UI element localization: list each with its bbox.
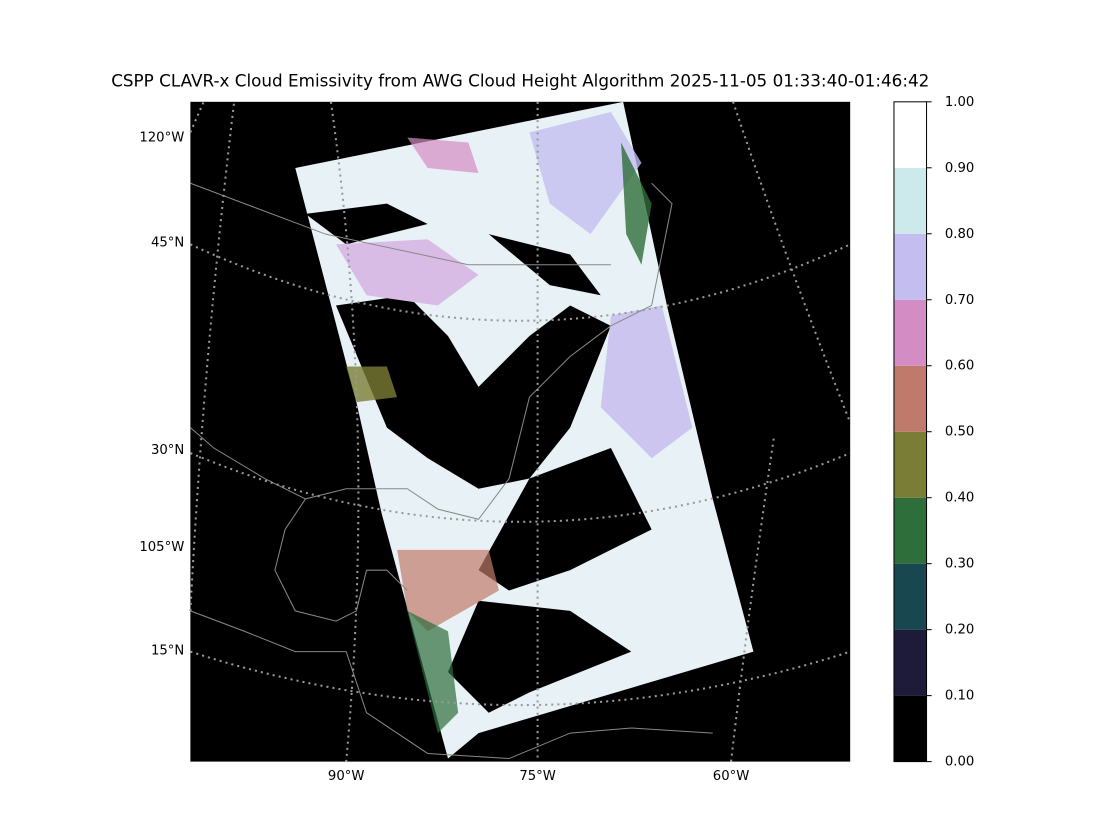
colorbar-tick-label: 0.90 [945, 161, 974, 176]
lon-label: 75°W [519, 769, 556, 784]
colorbar-segment [893, 233, 927, 300]
lat-lon-label: 30°N [151, 443, 184, 458]
swath-clear [478, 448, 652, 591]
lat-lon-label: 120°W [139, 130, 184, 145]
coastlines [190, 182, 713, 760]
colorbar-tick-label: 0.60 [945, 359, 974, 374]
title: CSPP CLAVR-x Cloud Emissivity from AWG C… [111, 70, 929, 90]
meridian [329, 101, 360, 762]
map-labels: 120°W 45°N 30°N 105°W 15°N 90°W 75°W 60°W [139, 130, 749, 783]
swath-cloud [346, 366, 398, 403]
lat-lon-label: 45°N [151, 235, 184, 250]
parallel [189, 243, 851, 322]
colorbar-segment [893, 497, 927, 564]
coast [274, 498, 408, 622]
colorbar-segment [893, 695, 927, 762]
colorbar-tick-label: 0.40 [945, 491, 974, 506]
meridian [189, 101, 236, 611]
lat-lon-label: 105°W [139, 540, 184, 555]
colorbar-tick-label: 0.30 [945, 557, 974, 572]
colorbar-segment [893, 629, 927, 696]
colorbar-segment [893, 299, 927, 366]
swath-clear [336, 295, 611, 489]
coast [190, 610, 713, 760]
colorbar-segment [893, 167, 927, 234]
map: 120°W 45°N 30°N 105°W 15°N 90°W 75°W 60°W [139, 101, 852, 784]
swath-cloud [336, 239, 479, 306]
colorbar-tick-label: 0.80 [945, 227, 974, 242]
lon-label: 90°W [328, 769, 365, 784]
colorbar-tick-label: 1.00 [945, 95, 974, 110]
colorbar-tick-label: 0.00 [945, 755, 974, 770]
colorbar: 0.00 0.10 0.20 0.30 0.40 0.50 0.60 0.70 0.80 0.90… [893, 95, 974, 770]
swath-cloud [407, 610, 459, 734]
graticule [189, 101, 852, 762]
meridian [732, 101, 852, 423]
coast [190, 182, 673, 520]
lon-label: 60°W [713, 769, 750, 784]
swath-cloud [407, 137, 479, 174]
swath-cloud [600, 305, 693, 459]
swath [295, 101, 754, 759]
swath-cloud [621, 142, 652, 265]
colorbar-segment [893, 431, 927, 498]
parallel [190, 452, 851, 523]
colorbar-tick-label: 0.20 [945, 623, 974, 638]
colorbar-segment [893, 563, 927, 630]
swath-clear [305, 203, 428, 245]
colorbar-tick-label: 0.50 [945, 425, 974, 440]
meridian [730, 437, 775, 762]
colorbar-tick-label: 0.10 [945, 689, 974, 704]
colorbar-segment [893, 365, 927, 432]
lat-lon-label: 15°N [151, 644, 184, 659]
colorbar-tick-label: 0.70 [945, 293, 974, 308]
swath-cloud [529, 112, 642, 235]
swath-clear [448, 600, 632, 713]
colorbar-segment [893, 101, 927, 168]
border [190, 182, 611, 266]
swath-cloud [397, 549, 499, 632]
